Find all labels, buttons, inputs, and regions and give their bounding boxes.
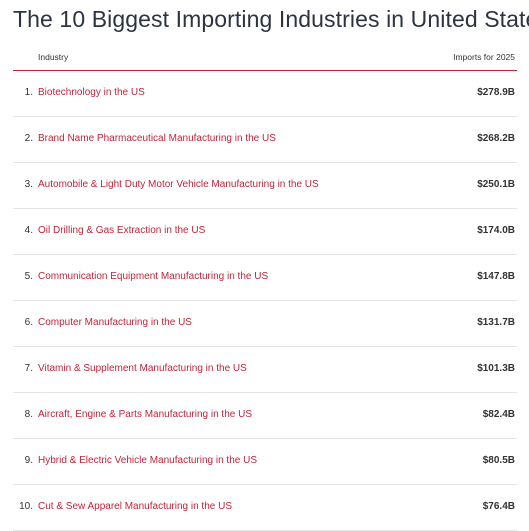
imports-value: $147.8B (477, 271, 515, 282)
imports-value: $250.1B (477, 179, 515, 190)
industry-link[interactable]: Oil Drilling & Gas Extraction in the US (38, 225, 206, 236)
industry-link[interactable]: Automobile & Light Duty Motor Vehicle Ma… (38, 179, 319, 190)
table-row: 4. Oil Drilling & Gas Extraction in the … (13, 209, 517, 255)
imports-value: $82.4B (482, 409, 515, 420)
industry-link[interactable]: Brand Name Pharmaceutical Manufacturing … (38, 133, 276, 144)
industries-table: Industry Imports for 2025 1. Biotechnolo… (13, 44, 517, 531)
row-rank: 1. (24, 87, 33, 98)
industry-link[interactable]: Biotechnology in the US (38, 87, 145, 98)
row-rank: 6. (24, 317, 33, 328)
row-rank: 2. (24, 133, 33, 144)
row-rank: 9. (24, 455, 33, 466)
table-row: 6. Computer Manufacturing in the US $131… (13, 301, 517, 347)
table-row: 3. Automobile & Light Duty Motor Vehicle… (13, 163, 517, 209)
row-rank: 4. (24, 225, 33, 236)
row-rank: 10. (19, 501, 33, 512)
imports-value: $174.0B (477, 225, 515, 236)
table-row: 9. Hybrid & Electric Vehicle Manufacturi… (13, 439, 517, 485)
imports-value: $80.5B (482, 455, 515, 466)
row-rank: 7. (24, 363, 33, 374)
imports-value: $268.2B (477, 133, 515, 144)
imports-value: $76.4B (482, 501, 515, 512)
header-industry: Industry (38, 52, 69, 62)
table-row: 5. Communication Equipment Manufacturing… (13, 255, 517, 301)
row-rank: 3. (24, 179, 33, 190)
header-imports: Imports for 2025 (453, 52, 515, 62)
industry-link[interactable]: Aircraft, Engine & Parts Manufacturing i… (38, 409, 252, 420)
table-row: 8. Aircraft, Engine & Parts Manufacturin… (13, 393, 517, 439)
table-header: Industry Imports for 2025 (13, 44, 517, 71)
table-row: 2. Brand Name Pharmaceutical Manufacturi… (13, 117, 517, 163)
row-rank: 5. (24, 271, 33, 282)
page-title: The 10 Biggest Importing Industries in U… (13, 6, 529, 32)
table-row: 1. Biotechnology in the US $278.9B (13, 71, 517, 117)
industry-link[interactable]: Vitamin & Supplement Manufacturing in th… (38, 363, 247, 374)
imports-value: $131.7B (477, 317, 515, 328)
imports-value: $101.3B (477, 363, 515, 374)
imports-value: $278.9B (477, 87, 515, 98)
industry-link[interactable]: Communication Equipment Manufacturing in… (38, 271, 269, 282)
table-row: 10. Cut & Sew Apparel Manufacturing in t… (13, 485, 517, 531)
industry-link[interactable]: Computer Manufacturing in the US (38, 317, 192, 328)
industry-link[interactable]: Hybrid & Electric Vehicle Manufacturing … (38, 455, 257, 466)
table-row: 7. Vitamin & Supplement Manufacturing in… (13, 347, 517, 393)
row-rank: 8. (24, 409, 33, 420)
industry-link[interactable]: Cut & Sew Apparel Manufacturing in the U… (38, 501, 232, 512)
